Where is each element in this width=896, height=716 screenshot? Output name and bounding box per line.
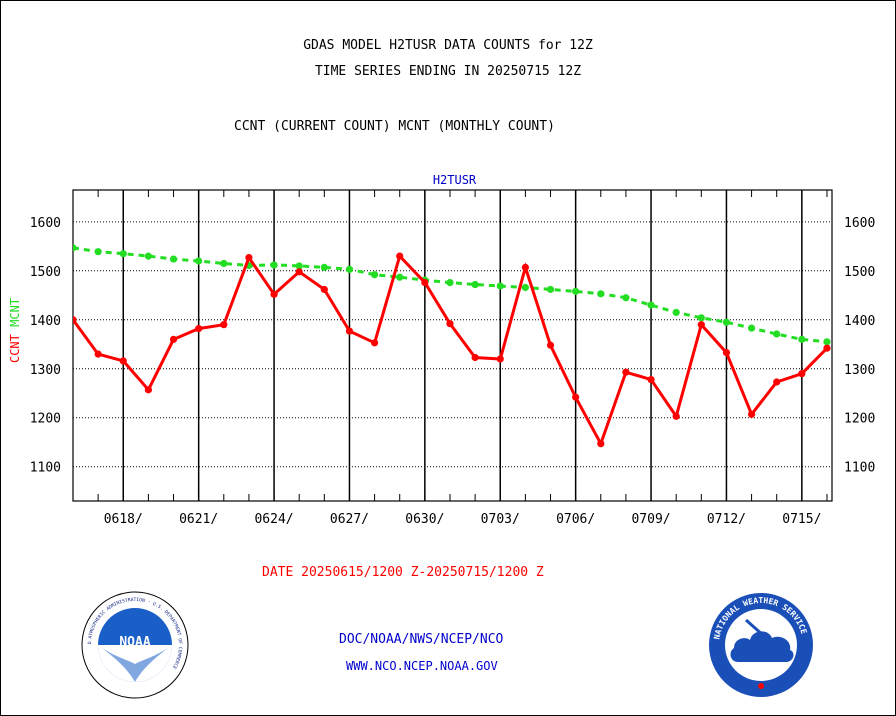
data-point-ccnt xyxy=(94,350,102,358)
noaa-logo[interactable]: NATIONAL OCEANIC AND ATMOSPHERIC ADMINIS… xyxy=(80,590,190,700)
data-point-mcnt xyxy=(73,244,77,252)
data-point-ccnt xyxy=(747,410,756,418)
data-point-ccnt xyxy=(446,320,454,328)
plot-area xyxy=(72,189,833,502)
x-tick-label: 0709/ xyxy=(631,512,670,527)
x-tick-label: 0618/ xyxy=(104,512,143,527)
data-point-mcnt xyxy=(647,301,655,309)
data-point-mcnt xyxy=(622,294,630,302)
data-point-ccnt xyxy=(295,268,303,276)
y-axis-label-mcnt: MCNT xyxy=(8,298,22,334)
data-point-mcnt xyxy=(747,324,756,332)
y-tick-label-left: 1100 xyxy=(30,461,61,476)
nws-logo[interactable]: NATIONAL WEATHER SERVICE xyxy=(706,590,816,700)
data-point-mcnt xyxy=(496,282,504,290)
x-tick-label: 0715/ xyxy=(782,512,821,527)
x-tick-label: 0627/ xyxy=(330,512,369,527)
data-point-mcnt xyxy=(823,338,831,346)
data-point-ccnt xyxy=(773,378,781,386)
data-point-ccnt xyxy=(572,393,580,401)
data-point-mcnt xyxy=(220,259,228,268)
footer-url[interactable]: WWW.NCO.NCEP.NOAA.GOV xyxy=(346,659,498,673)
x-tick-label: 0624/ xyxy=(254,512,293,527)
x-tick-label: 0630/ xyxy=(405,512,444,527)
y-tick-label-right: 1100 xyxy=(844,461,875,476)
y-axis-label: CCNT MCNT xyxy=(8,298,22,363)
data-point-mcnt xyxy=(597,290,605,298)
data-point-mcnt xyxy=(697,314,705,322)
y-axis-label-ccnt: CCNT xyxy=(8,334,22,363)
data-point-mcnt xyxy=(446,278,454,287)
y-tick-label-left: 1400 xyxy=(30,314,61,329)
data-point-ccnt xyxy=(396,252,404,260)
y-tick-label-left: 1200 xyxy=(30,412,61,427)
data-point-ccnt xyxy=(270,290,278,298)
data-point-mcnt xyxy=(798,335,806,343)
data-point-ccnt xyxy=(169,335,178,343)
x-tick-label: 0706/ xyxy=(556,512,595,527)
noaa-logo-text: NOAA xyxy=(119,635,150,650)
data-point-mcnt xyxy=(396,273,404,281)
data-point-mcnt xyxy=(169,255,178,263)
y-tick-label-right: 1500 xyxy=(844,265,875,280)
data-point-ccnt xyxy=(647,375,655,384)
data-point-ccnt xyxy=(220,321,228,329)
data-point-mcnt xyxy=(773,330,781,338)
y-tick-label-right: 1200 xyxy=(844,412,875,427)
data-point-ccnt xyxy=(195,325,203,333)
data-point-ccnt xyxy=(823,344,831,352)
chart-title-line3: CCNT (CURRENT COUNT) MCNT (MONTHLY COUNT… xyxy=(234,119,555,134)
data-point-ccnt xyxy=(697,321,705,329)
data-point-ccnt xyxy=(245,253,253,262)
chart-title-line2: TIME SERIES ENDING IN 20250715 12Z xyxy=(314,64,582,79)
data-point-ccnt xyxy=(521,263,529,271)
plot-title: H2TUSR xyxy=(433,173,477,187)
footer-org: DOC/NOAA/NWS/NCEP/NCO xyxy=(339,632,504,647)
data-point-ccnt xyxy=(320,285,328,294)
data-point-mcnt xyxy=(94,248,102,256)
y-tick-label-right: 1300 xyxy=(844,363,875,378)
data-point-ccnt xyxy=(471,353,479,362)
data-point-mcnt xyxy=(370,271,379,279)
data-point-ccnt xyxy=(73,316,77,324)
data-point-ccnt xyxy=(119,357,127,365)
data-point-ccnt xyxy=(421,278,429,287)
data-point-ccnt xyxy=(672,412,680,420)
data-point-ccnt xyxy=(622,368,630,376)
data-point-mcnt xyxy=(572,287,580,295)
y-tick-label-left: 1300 xyxy=(30,363,61,378)
chart-title-line1: GDAS MODEL H2TUSR DATA COUNTS for 12Z xyxy=(303,38,593,53)
data-point-mcnt xyxy=(195,257,203,265)
data-point-ccnt xyxy=(144,386,152,394)
data-point-mcnt xyxy=(521,283,529,292)
data-point-mcnt xyxy=(546,285,555,294)
x-tick-label: 0703/ xyxy=(481,512,520,527)
x-tick-label: 0712/ xyxy=(707,512,746,527)
y-tick-label-left: 1500 xyxy=(30,265,61,280)
data-point-ccnt xyxy=(546,341,555,349)
data-point-mcnt xyxy=(345,265,354,273)
data-point-ccnt xyxy=(597,440,605,448)
data-point-mcnt xyxy=(722,318,731,326)
y-tick-label-right: 1600 xyxy=(844,216,875,231)
data-point-mcnt xyxy=(270,261,278,269)
y-tick-label-right: 1400 xyxy=(844,314,875,329)
data-point-mcnt xyxy=(471,280,479,289)
data-point-mcnt xyxy=(320,263,328,271)
data-point-ccnt xyxy=(370,339,379,347)
data-point-ccnt xyxy=(798,370,806,378)
data-point-mcnt xyxy=(119,250,127,258)
date-range: DATE 20250615/1200 Z-20250715/1200 Z xyxy=(262,565,544,580)
series-line-mcnt xyxy=(73,246,828,344)
data-point-ccnt xyxy=(722,349,731,357)
data-point-mcnt xyxy=(295,262,303,270)
y-tick-label-left: 1600 xyxy=(30,216,61,231)
data-point-mcnt xyxy=(672,308,680,317)
data-point-mcnt xyxy=(144,252,152,260)
data-point-ccnt xyxy=(496,355,504,363)
x-tick-label: 0621/ xyxy=(179,512,218,527)
data-point-ccnt xyxy=(345,327,354,335)
